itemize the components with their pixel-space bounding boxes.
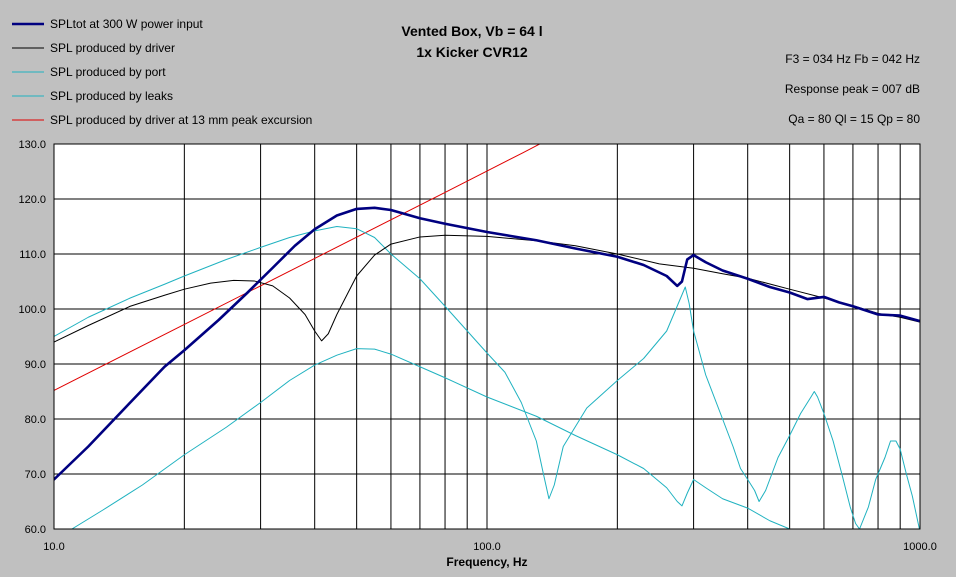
y-tick-label: 120.0 <box>18 194 46 206</box>
series-line-1 <box>54 234 920 343</box>
x-tick-labels: 10.0 100.0 1000.0 <box>43 541 937 553</box>
legend-label: SPL produced by port <box>50 65 166 79</box>
legend: SPLtot at 300 W power input SPL produced … <box>12 17 312 127</box>
y-tick-label: 70.0 <box>25 469 46 481</box>
series-line-0 <box>54 206 920 481</box>
chart-subtitle: 1x Kicker CVR12 <box>416 44 528 60</box>
x-axis-label: Frequency, Hz <box>446 555 527 569</box>
x-tick-label: 10.0 <box>43 541 64 553</box>
plot-frame <box>53 143 921 530</box>
chart-title: Vented Box, Vb = 64 l <box>401 23 542 39</box>
series-line-4 <box>54 144 541 391</box>
legend-label: SPL produced by leaks <box>50 89 173 103</box>
y-tick-label: 80.0 <box>25 414 46 426</box>
legend-label: SPLtot at 300 W power input <box>50 17 203 31</box>
x-tick-label: 1000.0 <box>903 541 937 553</box>
y-tick-labels: 60.0 70.0 80.0 90.0 100.0 110.0 120.0 130.0 <box>18 139 46 536</box>
series-layer <box>54 144 920 529</box>
info-response-peak: Response peak = 007 dB <box>785 82 920 96</box>
y-tick-label: 130.0 <box>18 139 46 151</box>
series-line-2 <box>54 226 920 529</box>
legend-label: SPL produced by driver at 13 mm peak exc… <box>50 113 312 127</box>
y-tick-label: 90.0 <box>25 359 46 371</box>
y-tick-label: 100.0 <box>18 304 46 316</box>
grid <box>54 144 920 529</box>
info-f3-fb: F3 = 034 Hz Fb = 042 Hz <box>785 52 920 66</box>
x-tick-label: 100.0 <box>473 541 501 553</box>
y-tick-label: 60.0 <box>25 524 46 536</box>
legend-label: SPL produced by driver <box>50 41 175 55</box>
y-tick-label: 110.0 <box>19 249 46 261</box>
series-line-3 <box>71 348 791 529</box>
info-q-values: Qa = 80 Ql = 15 Qp = 80 <box>788 112 920 126</box>
